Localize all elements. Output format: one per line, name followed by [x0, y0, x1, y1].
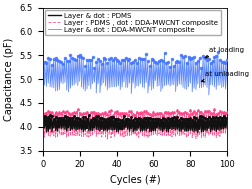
Layer : PDMS , dot : DDA-MWCNT composite: (100, 3.85): PDMS , dot : DDA-MWCNT composite: (100, …: [226, 133, 229, 135]
Layer & dot : PDMS: (84, 3.87): PDMS: (84, 3.87): [196, 132, 199, 134]
Line: Layer & dot : DDA-MWCNT composite: Layer & dot : DDA-MWCNT composite: [45, 52, 227, 95]
Y-axis label: Capacitance (pF): Capacitance (pF): [4, 37, 14, 121]
Layer & dot : DDA-MWCNT composite: (90, 4.67): DDA-MWCNT composite: (90, 4.67): [207, 94, 210, 96]
Line: Layer & dot : PDMS: Layer & dot : PDMS: [45, 115, 227, 133]
Layer & dot : DDA-MWCNT composite: (7, 5.45): DDA-MWCNT composite: (7, 5.45): [54, 57, 57, 59]
Layer & dot : PDMS: (7, 4.2): PDMS: (7, 4.2): [54, 116, 57, 118]
Layer : PDMS , dot : DDA-MWCNT composite: (1, 4.29): PDMS , dot : DDA-MWCNT composite: (1, 4.…: [43, 112, 46, 114]
Layer : PDMS , dot : DDA-MWCNT composite: (96, 3.8): PDMS , dot : DDA-MWCNT composite: (96, 3…: [218, 135, 222, 138]
Layer & dot : PDMS: (28, 4.18): PDMS: (28, 4.18): [93, 117, 96, 119]
Text: at loading: at loading: [205, 46, 244, 58]
Layer & dot : DDA-MWCNT composite: (5, 5.29): DDA-MWCNT composite: (5, 5.29): [50, 64, 53, 66]
Layer & dot : DDA-MWCNT composite: (96, 4.87): DDA-MWCNT composite: (96, 4.87): [218, 84, 222, 86]
Layer : PDMS , dot : DDA-MWCNT composite: (5, 4.32): PDMS , dot : DDA-MWCNT composite: (5, 4.…: [50, 110, 53, 113]
Layer & dot : DDA-MWCNT composite: (95, 5.56): DDA-MWCNT composite: (95, 5.56): [216, 51, 219, 53]
X-axis label: Cycles (#): Cycles (#): [110, 175, 160, 185]
Layer & dot : DDA-MWCNT composite: (1, 5.36): DDA-MWCNT composite: (1, 5.36): [43, 61, 46, 63]
Layer & dot : PDMS: (100, 3.96): PDMS: (100, 3.96): [226, 127, 229, 130]
Layer : PDMS , dot : DDA-MWCNT composite: (35, 3.74): PDMS , dot : DDA-MWCNT composite: (35, 3…: [106, 138, 109, 140]
Layer & dot : PDMS: (5, 4.23): PDMS: (5, 4.23): [50, 115, 53, 117]
Layer & dot : DDA-MWCNT composite: (100, 4.84): DDA-MWCNT composite: (100, 4.84): [226, 86, 229, 88]
Layer & dot : DDA-MWCNT composite: (27, 4.91): DDA-MWCNT composite: (27, 4.91): [91, 82, 94, 85]
Layer : PDMS , dot : DDA-MWCNT composite: (92, 3.81): PDMS , dot : DDA-MWCNT composite: (92, 3…: [211, 135, 214, 137]
Layer & dot : PDMS: (93, 4.19): PDMS: (93, 4.19): [213, 117, 216, 119]
Layer & dot : PDMS: (19, 3.95): PDMS: (19, 3.95): [76, 128, 79, 130]
Layer & dot : DDA-MWCNT composite: (92, 4.88): DDA-MWCNT composite: (92, 4.88): [211, 84, 214, 86]
Layer & dot : PDMS: (96, 3.93): PDMS: (96, 3.93): [218, 129, 222, 131]
Legend: Layer & dot : PDMS, Layer : PDMS , dot : DDA-MWCNT composite, Layer & dot : DDA-: Layer & dot : PDMS, Layer : PDMS , dot :…: [45, 10, 221, 35]
Layer : PDMS , dot : DDA-MWCNT composite: (7, 4.3): PDMS , dot : DDA-MWCNT composite: (7, 4.…: [54, 111, 57, 114]
Layer & dot : PDMS: (25, 4.24): PDMS: (25, 4.24): [87, 114, 90, 117]
Layer & dot : PDMS: (1, 4.22): PDMS: (1, 4.22): [43, 115, 46, 117]
Line: Layer : PDMS , dot : DDA-MWCNT composite: Layer : PDMS , dot : DDA-MWCNT composite: [45, 109, 227, 139]
Layer : PDMS , dot : DDA-MWCNT composite: (93, 4.37): PDMS , dot : DDA-MWCNT composite: (93, 4…: [213, 108, 216, 110]
Text: at unloading: at unloading: [202, 71, 249, 82]
Layer : PDMS , dot : DDA-MWCNT composite: (27, 3.82): PDMS , dot : DDA-MWCNT composite: (27, 3…: [91, 134, 94, 137]
Layer & dot : DDA-MWCNT composite: (19, 4.87): DDA-MWCNT composite: (19, 4.87): [76, 84, 79, 87]
Layer : PDMS , dot : DDA-MWCNT composite: (19, 3.82): PDMS , dot : DDA-MWCNT composite: (19, 3…: [76, 134, 79, 136]
